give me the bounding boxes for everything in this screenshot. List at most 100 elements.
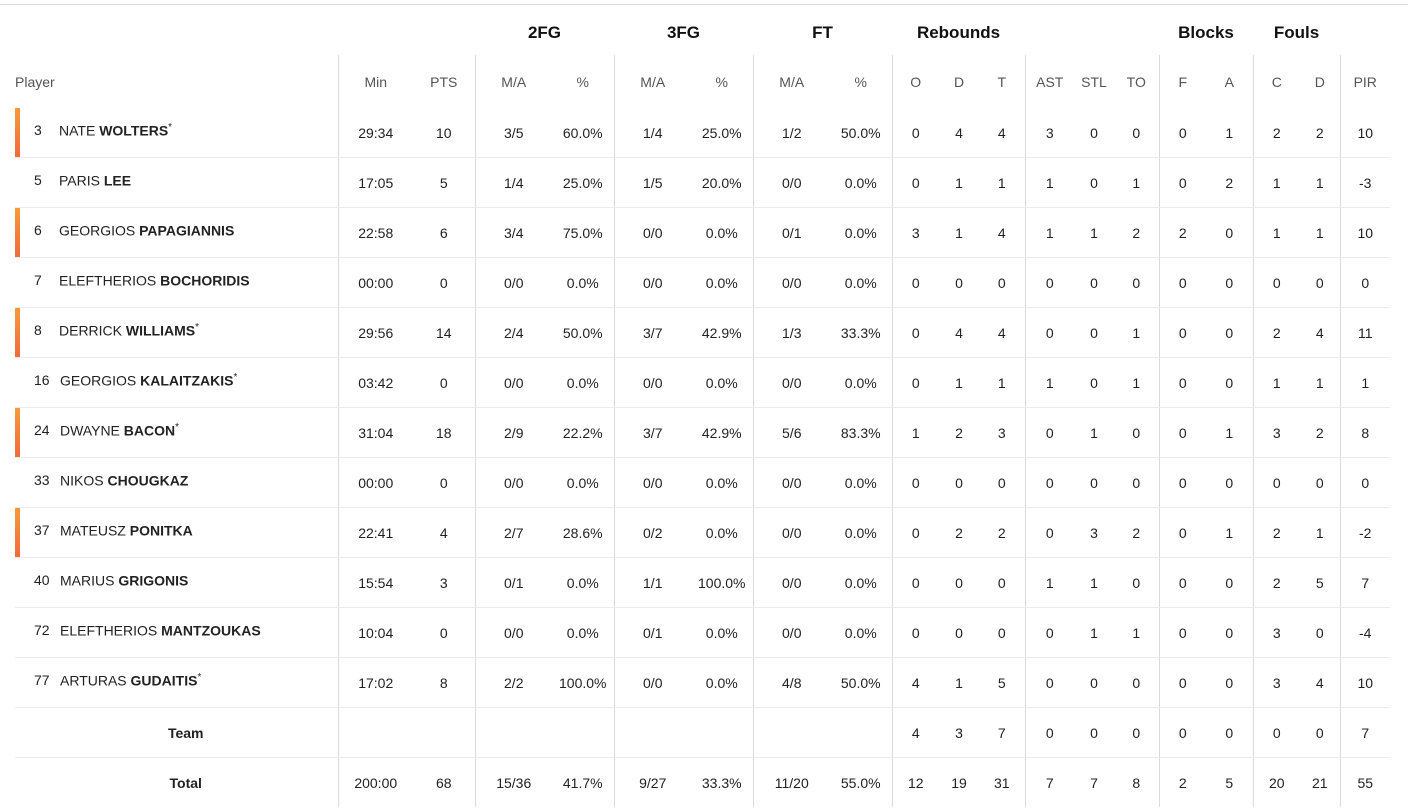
cell-to: 1 bbox=[1114, 357, 1160, 408]
table-row: 40 MARIUS GRIGONIS 15:54 3 0/1 0.0% 1/1 100.0% 0… bbox=[15, 557, 1390, 608]
col-pir[interactable]: PIR bbox=[1353, 73, 1377, 90]
player-name[interactable]: DERRICK WILLIAMS* bbox=[59, 322, 199, 339]
cell-2fg-ma: 15/36 bbox=[496, 774, 532, 791]
player-rows: 3 NATE WOLTERS* 29:34 10 3/5 60.0% 1/4 25.0% 1/2… bbox=[15, 108, 1390, 807]
cell-ast: 0 bbox=[1025, 657, 1074, 708]
table-row: 24 DWAYNE BACON* 31:04 18 2/9 22.2% 3/7 42.9% 5/… bbox=[15, 407, 1390, 458]
cell-min: 03:42 bbox=[338, 357, 413, 408]
cell-fouls-c: 1 bbox=[1253, 357, 1300, 408]
cell-ast: 0 bbox=[1025, 307, 1074, 358]
col-stl[interactable]: STL bbox=[1081, 73, 1107, 90]
cell-stl: 0 bbox=[1074, 157, 1114, 208]
player-name[interactable]: GEORGIOS KALAITZAKIS* bbox=[60, 372, 237, 389]
cell-reb-t: 0 bbox=[979, 557, 1026, 608]
cell-blocks-a: 0 bbox=[1206, 207, 1254, 258]
col-fouls-c[interactable]: C bbox=[1271, 73, 1282, 90]
player-name[interactable]: NATE WOLTERS* bbox=[59, 122, 172, 139]
cell-min: 200:00 bbox=[354, 774, 398, 791]
player-cell[interactable]: 33 NIKOS CHOUGKAZ bbox=[15, 457, 339, 508]
col-2fg-ma[interactable]: M/A bbox=[501, 73, 527, 90]
col-ft-pct[interactable]: % bbox=[830, 55, 893, 108]
cell-2fg-pct: 22.2% bbox=[552, 407, 615, 458]
col-reb-o[interactable]: O bbox=[910, 73, 922, 90]
player-last-name: MANTZOUKAS bbox=[161, 622, 261, 639]
player-cell[interactable]: 77 ARTURAS GUDAITIS* bbox=[15, 657, 339, 708]
cell-reb-d: 0 bbox=[939, 457, 979, 508]
player-last-name: KALAITZAKIS bbox=[140, 372, 234, 389]
cell-min: 31:04 bbox=[338, 407, 413, 458]
cell-2fg-ma: 0/1 bbox=[475, 557, 552, 608]
player-name[interactable]: ELEFTHERIOS MANTZOUKAS bbox=[60, 622, 261, 639]
cell-stl: 0 bbox=[1074, 307, 1114, 358]
cell-ft-pct: 0.0% bbox=[830, 207, 893, 258]
col-min[interactable]: Min bbox=[364, 73, 388, 90]
cell-ft-ma: 1/3 bbox=[753, 307, 830, 358]
cell-fouls-c: 2 bbox=[1253, 557, 1300, 608]
cell-min: 29:34 bbox=[338, 108, 413, 158]
player-cell[interactable]: 72 ELEFTHERIOS MANTZOUKAS bbox=[15, 607, 339, 658]
player-name[interactable]: ARTURAS GUDAITIS* bbox=[60, 672, 201, 689]
player-first-name: GEORGIOS bbox=[59, 222, 136, 239]
player-name[interactable]: MARIUS GRIGONIS bbox=[60, 572, 188, 589]
player-number: 72 bbox=[34, 622, 50, 638]
player-name[interactable]: PARIS LEE bbox=[59, 172, 131, 189]
player-name[interactable]: NIKOS CHOUGKAZ bbox=[60, 472, 188, 489]
col-3fg-ma[interactable]: M/A bbox=[640, 73, 666, 90]
player-last-name: LEE bbox=[103, 172, 132, 189]
col-pts[interactable]: PTS bbox=[413, 55, 476, 108]
cell-3fg-ma: 0/0 bbox=[614, 357, 691, 408]
player-cell[interactable]: 7 ELEFTHERIOS BOCHORIDIS bbox=[15, 257, 339, 308]
col-ft-ma[interactable]: M/A bbox=[779, 73, 805, 90]
player-name[interactable]: DWAYNE BACON* bbox=[60, 422, 179, 439]
cell-3fg-ma: 0/1 bbox=[614, 607, 691, 658]
cell-to: 0 bbox=[1114, 257, 1160, 308]
player-cell[interactable]: 5 PARIS LEE bbox=[15, 157, 339, 208]
cell-3fg-ma: 0/0 bbox=[614, 657, 691, 708]
player-cell[interactable]: 16 GEORGIOS KALAITZAKIS* bbox=[15, 357, 339, 408]
cell-min: 15:54 bbox=[338, 557, 413, 608]
player-first-name: MATEUSZ bbox=[60, 522, 126, 539]
cell-ft-ma: 5/6 bbox=[753, 407, 830, 458]
col-reb-d[interactable]: D bbox=[953, 73, 965, 90]
cell-reb-d: 19 bbox=[951, 774, 967, 791]
col-blocks-a[interactable]: A bbox=[1206, 55, 1254, 108]
starter-indicator bbox=[15, 508, 20, 557]
cell-ast: 0 bbox=[1025, 707, 1074, 758]
cell-2fg-pct: 41.7% bbox=[552, 757, 615, 807]
table-row: 72 ELEFTHERIOS MANTZOUKAS 10:04 0 0/0 0.0% 0/1… bbox=[15, 607, 1390, 658]
col-reb-t[interactable]: T bbox=[979, 55, 1026, 108]
cell-2fg-pct: 100.0% bbox=[552, 657, 615, 708]
player-cell[interactable]: 24 DWAYNE BACON* bbox=[15, 407, 339, 458]
player-cell[interactable]: 6 GEORGIOS PAPAGIANNIS bbox=[15, 207, 339, 258]
col-ast[interactable]: AST bbox=[1036, 73, 1064, 90]
cell-stl: 1 bbox=[1074, 407, 1114, 458]
player-name[interactable]: ELEFTHERIOS BOCHORIDIS bbox=[59, 272, 250, 289]
player-cell[interactable]: 3 NATE WOLTERS* bbox=[15, 108, 339, 158]
player-cell[interactable]: 8 DERRICK WILLIAMS* bbox=[15, 307, 339, 358]
cell-pts: 0 bbox=[413, 257, 476, 308]
col-to[interactable]: TO bbox=[1114, 55, 1160, 108]
player-number: 33 bbox=[34, 472, 50, 488]
cell-blocks-a: 0 bbox=[1206, 307, 1254, 358]
player-cell[interactable]: 37 MATEUSZ PONITKA bbox=[15, 507, 339, 558]
player-name[interactable]: MATEUSZ PONITKA bbox=[60, 522, 193, 539]
cell-pir: 7 bbox=[1340, 707, 1390, 758]
cell-min: 17:05 bbox=[338, 157, 413, 208]
cell-min: 00:00 bbox=[338, 457, 413, 508]
cell-3fg-pct: 0.0% bbox=[691, 607, 754, 658]
player-name[interactable]: GEORGIOS PAPAGIANNIS bbox=[59, 222, 234, 239]
col-2fg-pct[interactable]: % bbox=[552, 55, 615, 108]
group-2fg: 2FG bbox=[527, 22, 562, 42]
cell-fouls-d: 1 bbox=[1300, 207, 1341, 258]
player-cell[interactable]: 40 MARIUS GRIGONIS bbox=[15, 557, 339, 608]
col-3fg-pct[interactable]: % bbox=[691, 55, 754, 108]
col-blocks-f[interactable]: F bbox=[1178, 73, 1188, 90]
cell-pir: 0 bbox=[1340, 257, 1390, 308]
cell-reb-t: 0 bbox=[979, 257, 1026, 308]
player-last-name: GRIGONIS bbox=[118, 572, 189, 589]
cell-blocks-f: 2 bbox=[1159, 207, 1206, 258]
cell-2fg-ma: 2/7 bbox=[475, 507, 552, 558]
col-player[interactable]: Player bbox=[15, 55, 339, 108]
cell-reb-d: 0 bbox=[939, 607, 979, 658]
col-fouls-d[interactable]: D bbox=[1300, 55, 1341, 108]
